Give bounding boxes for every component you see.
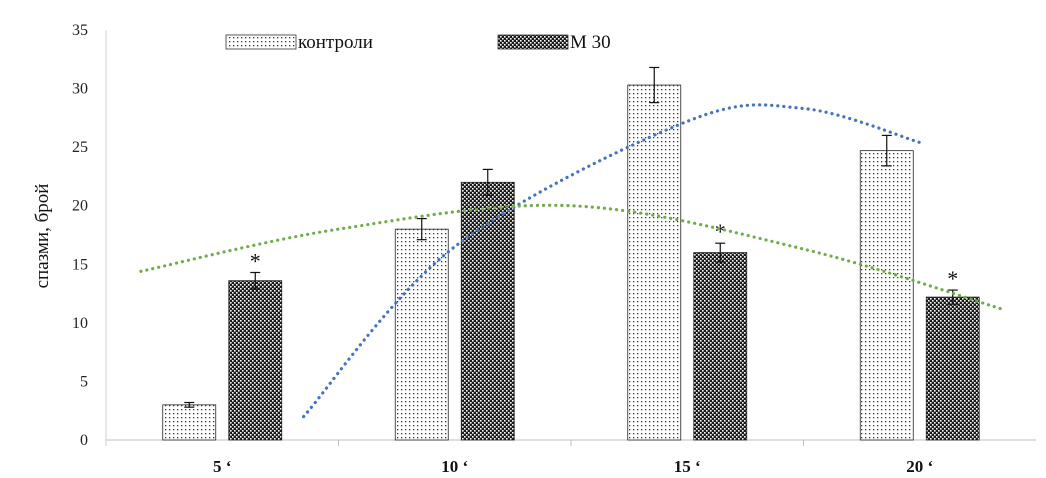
trendlines-group — [139, 103, 1003, 419]
y-tick-labels: 0 5 10 15 20 25 30 35 — [72, 22, 88, 449]
bar-m30 — [228, 280, 283, 441]
error-bar — [416, 218, 427, 241]
error-bar — [250, 271, 261, 290]
legend-swatch-m30 — [497, 34, 569, 50]
x-tick-labels: 5 ‘ 10 ‘ 15 ‘ 20 ‘ — [213, 440, 933, 476]
y-tick-label: 25 — [72, 139, 88, 156]
y-tick-label: 30 — [72, 81, 88, 98]
bars-group — [162, 84, 980, 441]
error-bar — [881, 134, 892, 167]
trendline-controls — [302, 103, 922, 419]
y-tick-label: 5 — [80, 373, 88, 390]
y-tick-label: 20 — [72, 198, 88, 215]
y-tick-label: 0 — [80, 432, 88, 449]
bar-controls — [859, 150, 914, 441]
y-tick-label: 35 — [72, 22, 88, 39]
x-tick-label: 20 ‘ — [906, 457, 933, 476]
error-bar — [715, 242, 726, 263]
legend-label-controls: контроли — [298, 32, 373, 53]
x-tick-label: 15 ‘ — [674, 457, 701, 476]
significance-markers: * * * — [250, 219, 959, 291]
legend-swatch-controls — [225, 34, 297, 50]
x-tick-label: 10 ‘ — [441, 457, 468, 476]
bar-m30 — [693, 252, 748, 441]
error-bars-group — [184, 66, 958, 408]
y-tick-label: 15 — [72, 256, 88, 273]
error-bar — [482, 168, 493, 196]
legend-label-m30: M 30 — [570, 32, 611, 53]
significance-marker: * — [715, 219, 726, 244]
bar-controls — [162, 404, 217, 441]
bar-controls — [394, 228, 449, 441]
error-bar — [184, 401, 195, 408]
trendline-m30 — [139, 203, 1003, 311]
x-tick-label: 5 ‘ — [213, 457, 231, 476]
bar-m30 — [460, 181, 515, 441]
bar-m30 — [925, 296, 980, 441]
error-bar — [649, 66, 660, 104]
legend: контроли M 30 — [225, 32, 611, 53]
significance-marker: * — [250, 248, 261, 273]
y-tick-label: 10 — [72, 315, 88, 332]
significance-marker: * — [947, 266, 958, 291]
y-axis-title: спазми, брой — [32, 184, 53, 289]
bar-controls — [627, 84, 682, 441]
